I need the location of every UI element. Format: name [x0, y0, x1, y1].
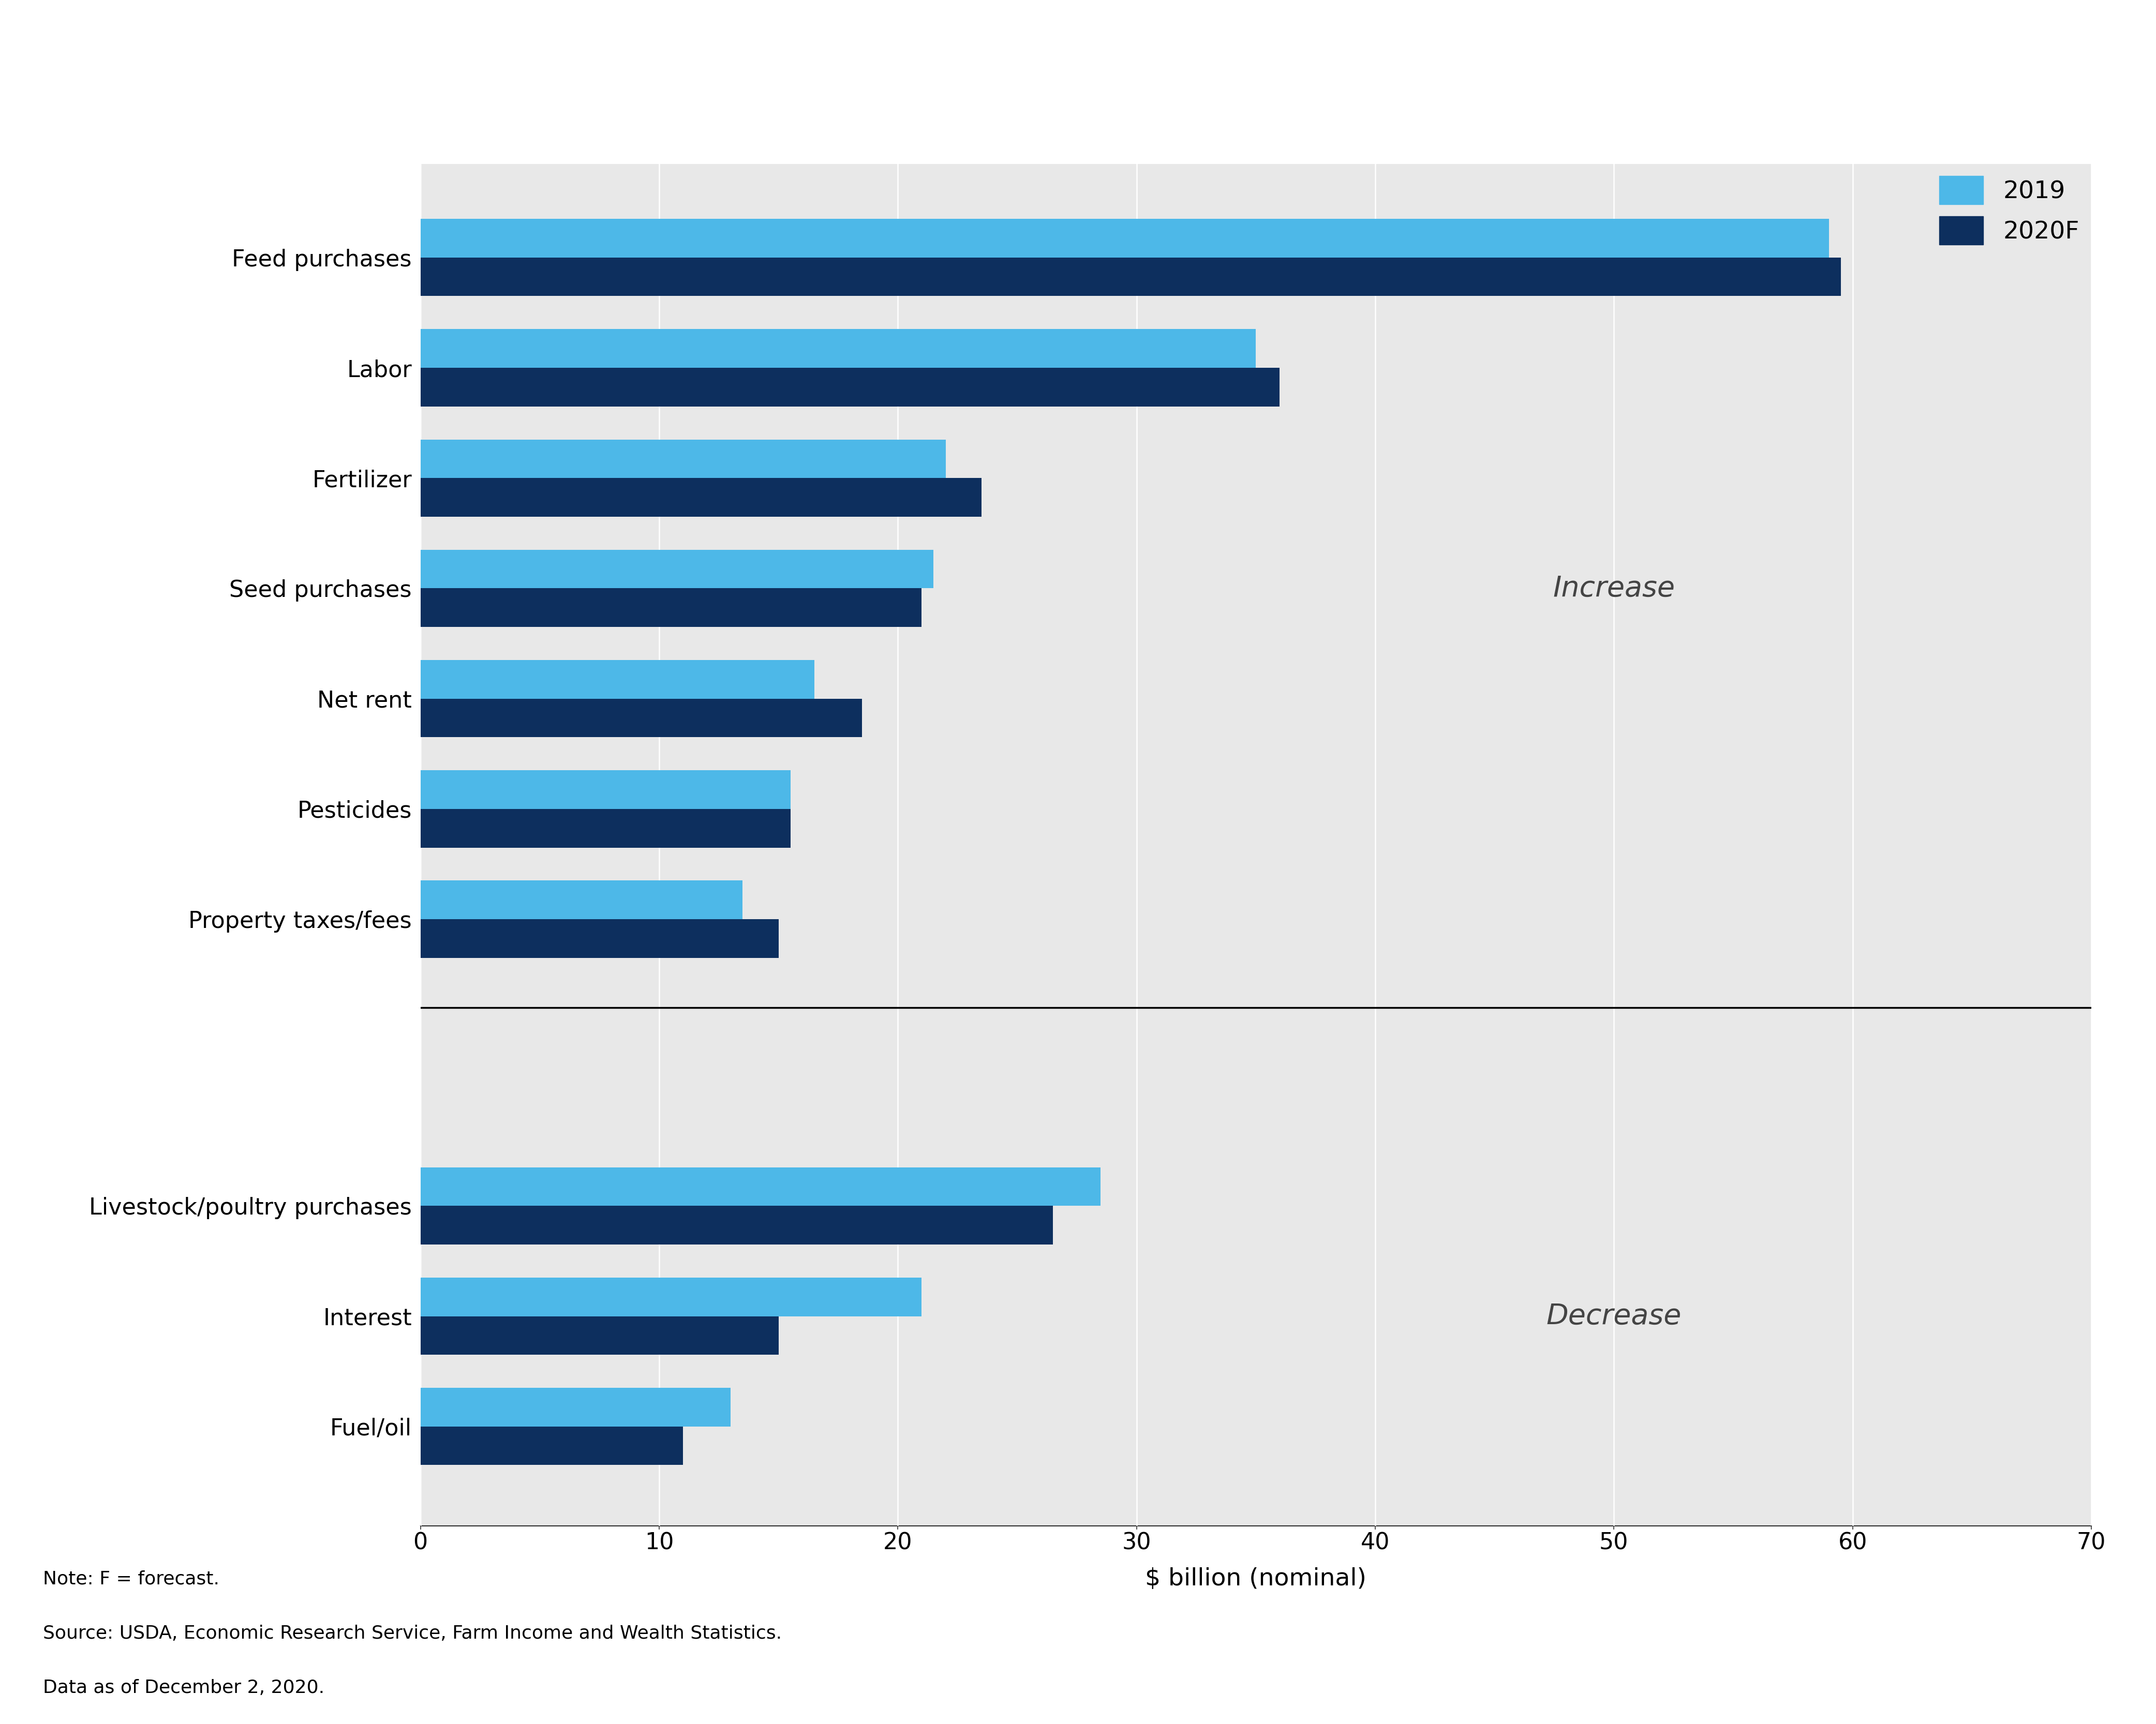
Text: Data as of December 2, 2020.: Data as of December 2, 2020. — [43, 1679, 326, 1696]
Bar — [420, 588, 923, 628]
Bar — [420, 257, 1841, 297]
Bar — [420, 660, 815, 698]
Bar — [420, 1315, 778, 1355]
Text: Selected farm production expenses, 2019–20F: Selected farm production expenses, 2019–… — [43, 64, 981, 98]
Bar — [420, 1426, 683, 1465]
Bar — [420, 219, 1828, 257]
Text: Source: USDA, Economic Research Service, Farm Income and Wealth Statistics.: Source: USDA, Economic Research Service,… — [43, 1624, 783, 1641]
Bar — [420, 329, 1255, 367]
Bar — [420, 771, 791, 809]
Bar — [420, 919, 778, 959]
Bar — [420, 1205, 1052, 1245]
Bar — [420, 1388, 731, 1426]
Bar — [420, 881, 742, 919]
X-axis label: $ billion (nominal): $ billion (nominal) — [1145, 1567, 1367, 1590]
Bar — [420, 550, 934, 588]
Legend: 2019, 2020F: 2019, 2020F — [1940, 176, 2078, 245]
Text: Increase: Increase — [1552, 574, 1675, 602]
Bar — [420, 478, 981, 517]
Text: Decrease: Decrease — [1546, 1303, 1682, 1329]
Bar — [420, 1277, 923, 1315]
Bar — [420, 367, 1281, 407]
Bar — [420, 1167, 1102, 1205]
Bar — [420, 698, 862, 738]
Text: Note: F = forecast.: Note: F = forecast. — [43, 1571, 220, 1588]
Bar — [420, 809, 791, 848]
Bar — [420, 440, 946, 478]
